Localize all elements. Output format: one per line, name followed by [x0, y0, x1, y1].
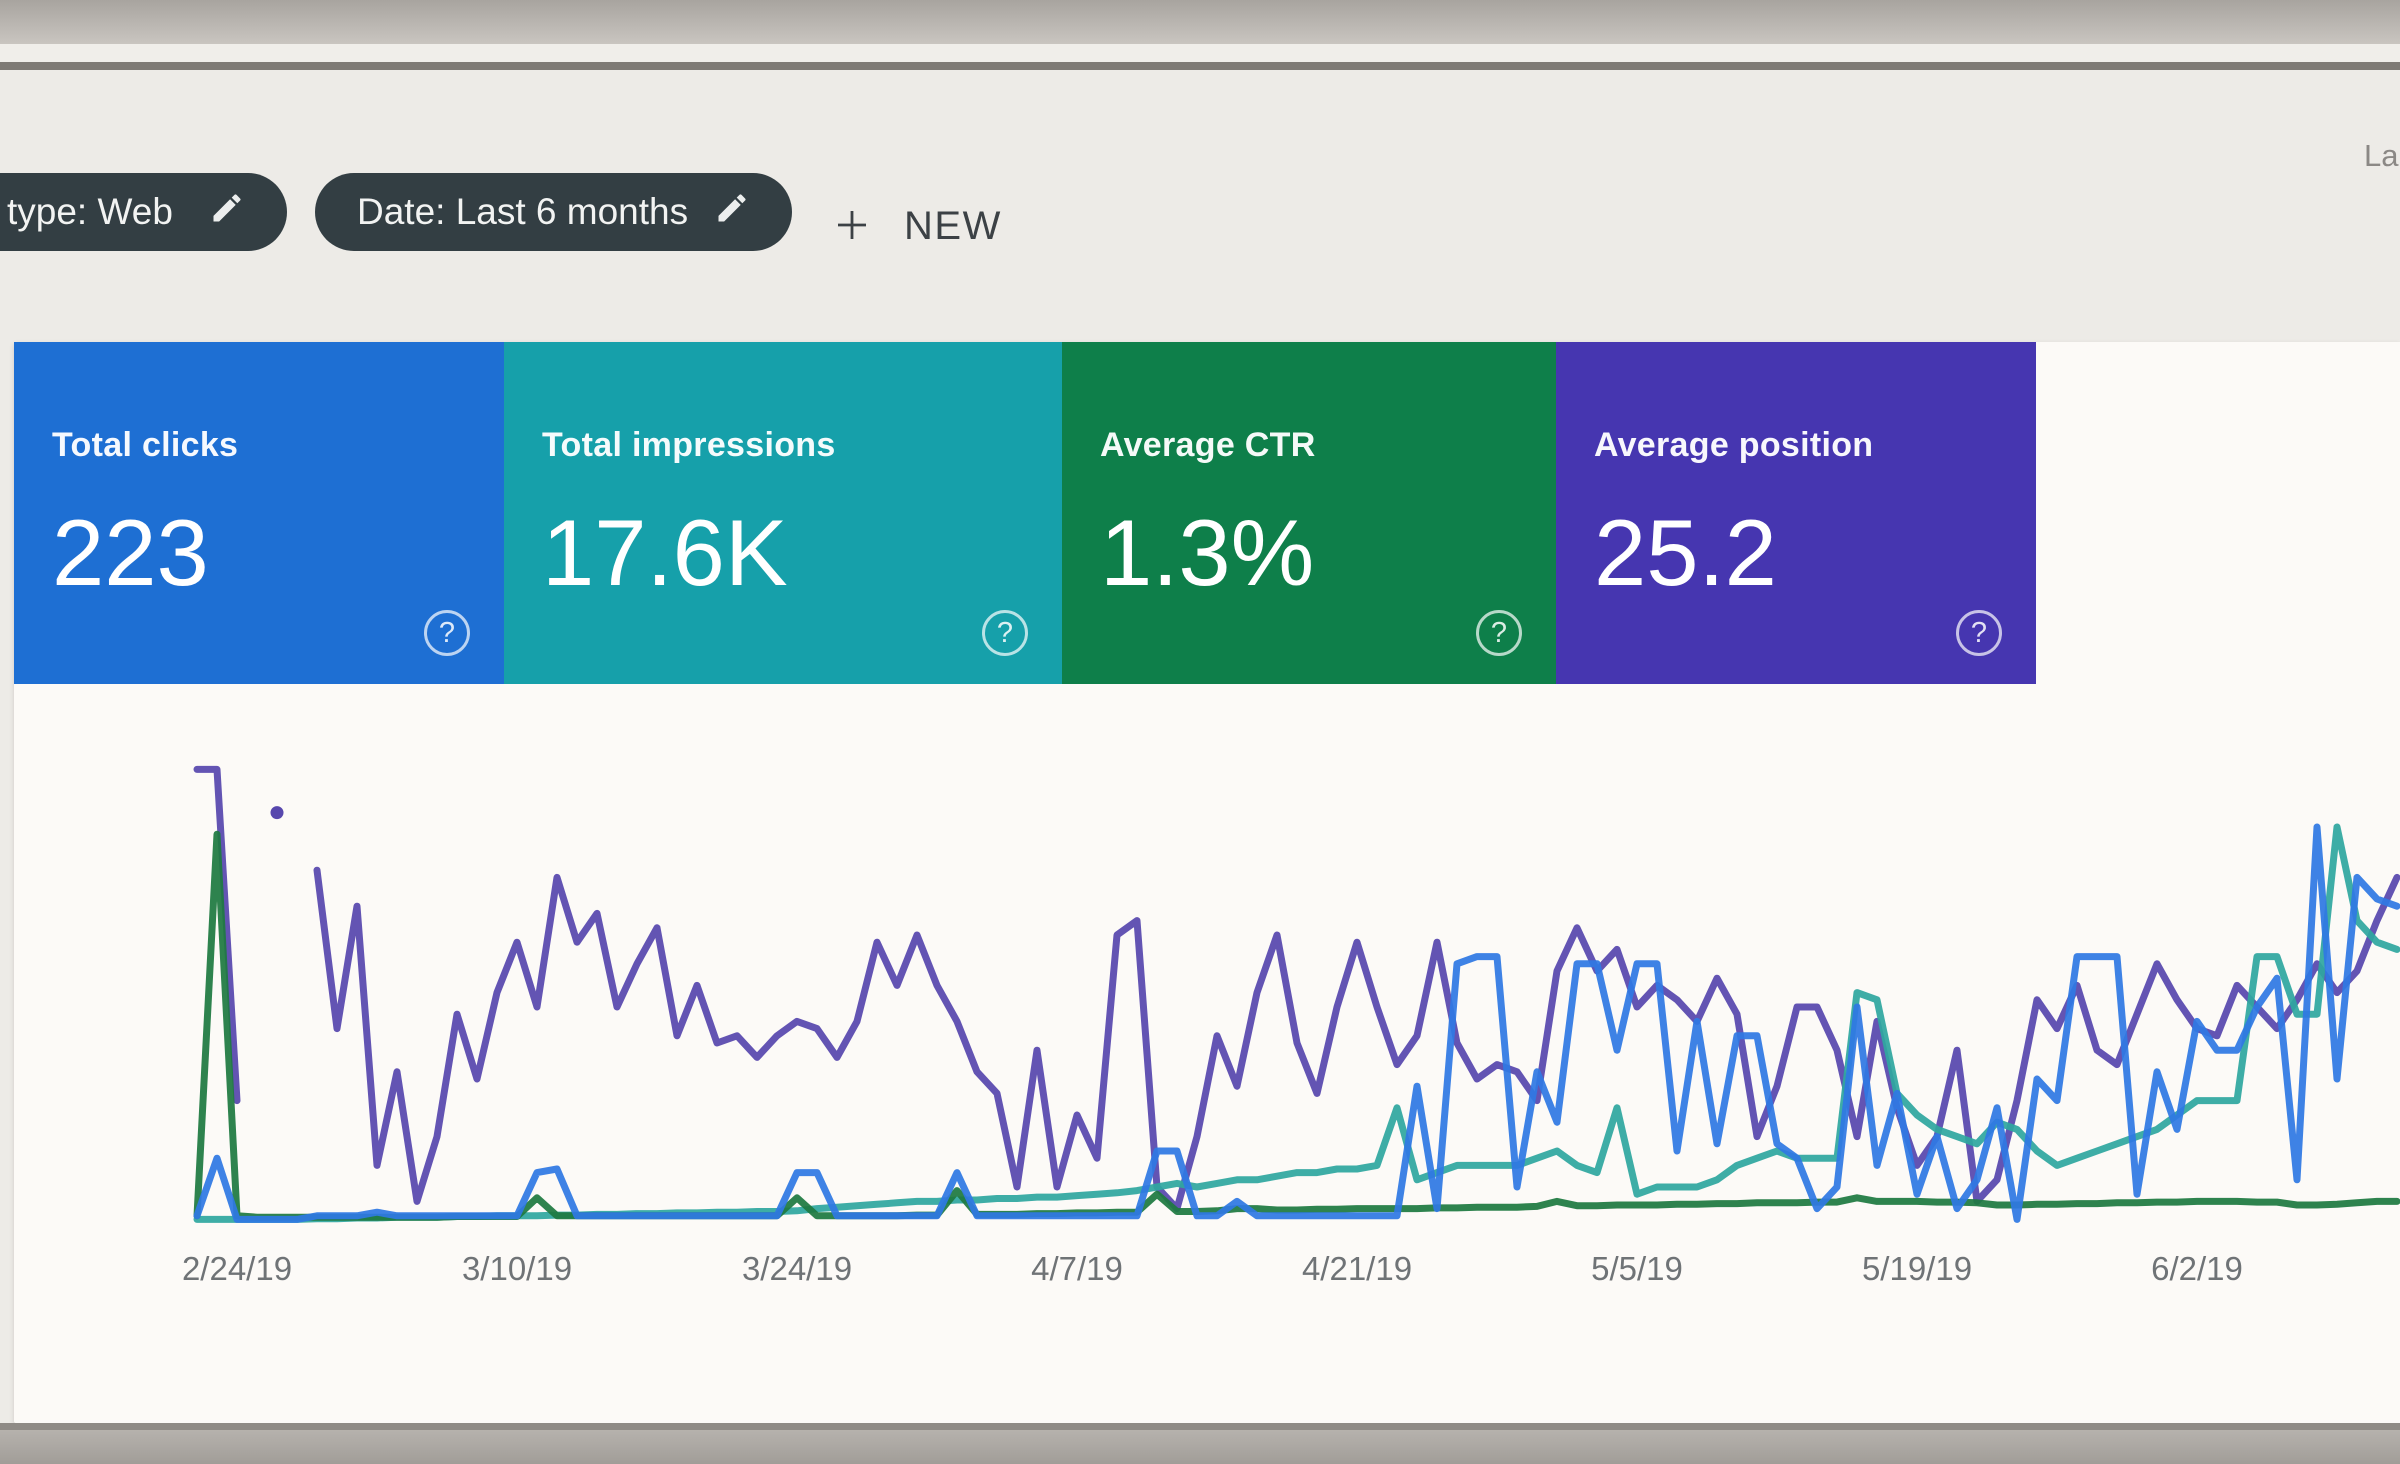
- performance-panel: Total clicks 223 ? Total impressions 17.…: [14, 342, 2400, 1423]
- monitor-bezel-top: [0, 0, 2400, 44]
- new-button-label: NEW: [904, 204, 1002, 248]
- metric-label: Total impressions: [542, 426, 836, 464]
- x-axis-tick: 5/5/19: [1591, 1250, 1683, 1287]
- filter-toolbar: type: Web Date: Last 6 months NEW: [0, 70, 2400, 330]
- monitor-bezel-bottom: [0, 1430, 2400, 1464]
- x-axis-tick: 4/7/19: [1031, 1250, 1123, 1287]
- filter-chip-search-type[interactable]: type: Web: [0, 173, 287, 251]
- help-icon[interactable]: ?: [982, 610, 1028, 656]
- metric-label: Total clicks: [52, 426, 239, 464]
- panel-bottom-edge: [0, 1423, 2400, 1430]
- x-axis-tick: 2/24/19: [181, 1250, 293, 1287]
- help-icon[interactable]: ?: [1476, 610, 1522, 656]
- x-axis-tick: 3/10/19: [461, 1250, 573, 1287]
- plus-icon: [828, 201, 876, 252]
- new-filter-button[interactable]: NEW: [822, 200, 1008, 253]
- metric-card-average-ctr[interactable]: Average CTR 1.3% ?: [1062, 342, 1556, 684]
- edit-icon[interactable]: [714, 190, 750, 235]
- x-axis-tick: 6/2/19: [2151, 1250, 2243, 1287]
- metric-card-average-position[interactable]: Average position 25.2 ?: [1556, 342, 2036, 684]
- series-position-line: [193, 765, 2400, 1213]
- performance-chart: 2/24/19 3/10/19 3/24/19 4/7/19 4/21/19 5…: [14, 684, 2400, 1423]
- chart-canvas: [193, 765, 2400, 1223]
- metric-card-total-impressions[interactable]: Total impressions 17.6K ?: [504, 342, 1062, 684]
- date-chip-label: Date: Last 6 months: [357, 191, 689, 232]
- metric-value: 17.6K: [542, 500, 788, 605]
- metric-label: Average position: [1594, 426, 1874, 464]
- series-position-point: [270, 806, 284, 820]
- x-axis-tick: 5/19/19: [1861, 1250, 1973, 1287]
- monitor-bezel-highlight: [0, 44, 2400, 62]
- series-ctr-line: [193, 830, 2400, 1221]
- help-icon[interactable]: ?: [1956, 610, 2002, 656]
- edit-icon[interactable]: [209, 190, 245, 235]
- metric-value: 1.3%: [1100, 500, 1315, 605]
- partial-clipped-text: La: [2364, 138, 2399, 173]
- metric-cards-row: Total clicks 223 ? Total impressions 17.…: [14, 342, 2400, 684]
- browser-top-divider: [0, 62, 2400, 70]
- search-type-chip-label: type: Web: [7, 191, 173, 232]
- metric-value: 223: [52, 500, 209, 605]
- filter-chip-date[interactable]: Date: Last 6 months: [315, 173, 793, 251]
- x-axis-tick: 4/21/19: [1301, 1250, 1413, 1287]
- help-icon[interactable]: ?: [424, 610, 470, 656]
- metric-card-total-clicks[interactable]: Total clicks 223 ?: [14, 342, 504, 684]
- series-clicks-line: [193, 823, 2400, 1223]
- metric-value: 25.2: [1594, 500, 1777, 605]
- metric-label: Average CTR: [1100, 426, 1316, 464]
- x-axis-tick: 3/24/19: [741, 1250, 853, 1287]
